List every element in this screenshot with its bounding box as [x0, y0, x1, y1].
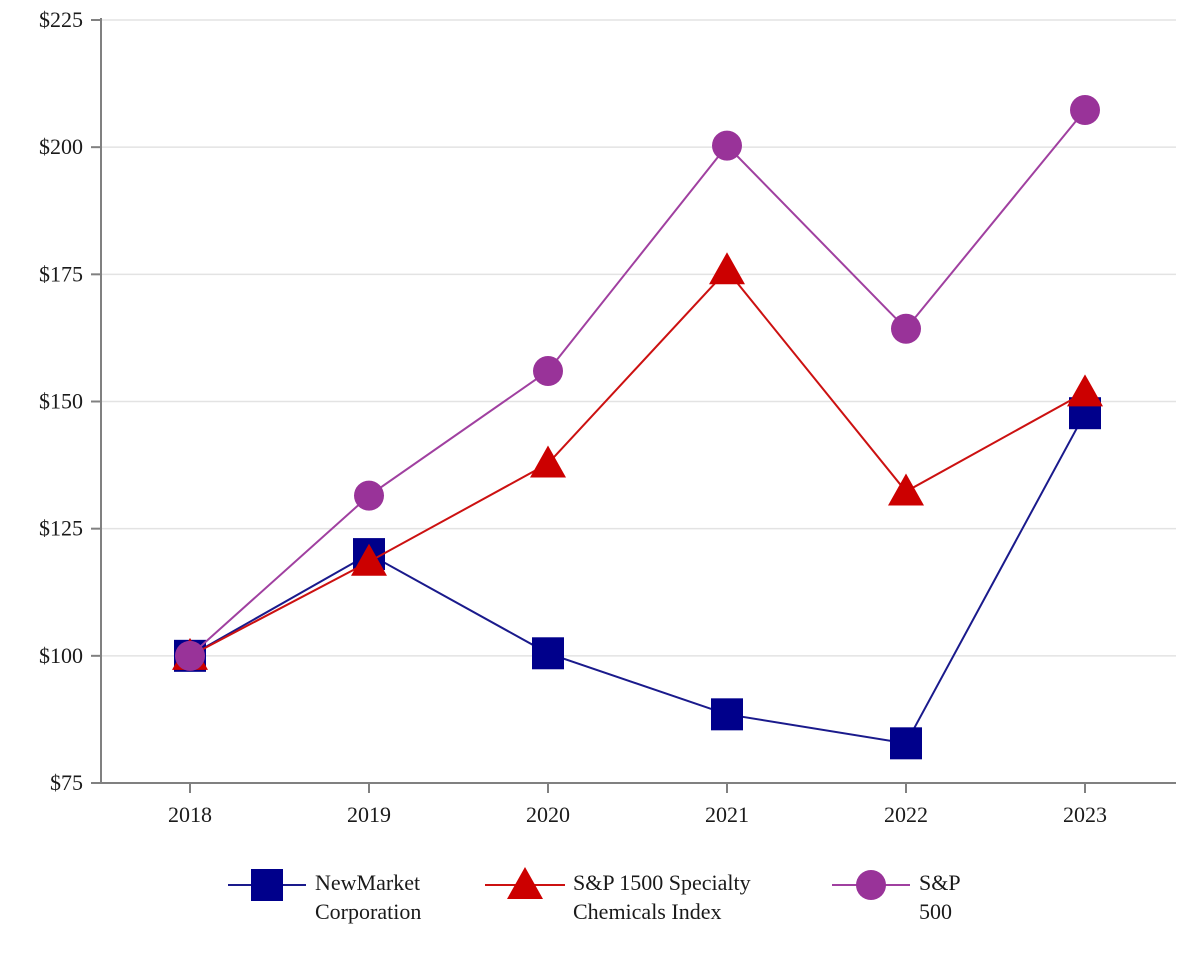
x-axis-ticks: 2018 2019 2020 2021 2022 2023: [168, 783, 1107, 827]
triangle-point: [888, 473, 924, 506]
y-tick-label: $100: [39, 643, 83, 668]
legend-item: S&P 1500 Specialty Chemicals Index: [485, 867, 751, 924]
triangle-point: [351, 543, 387, 576]
series-1: [172, 252, 1103, 670]
legend-label: 500: [919, 899, 952, 924]
x-tick-label: 2019: [347, 802, 391, 827]
triangle-point: [709, 252, 745, 285]
square-point: [711, 698, 743, 731]
legend-label: Corporation: [315, 899, 421, 924]
y-tick-label: $75: [50, 770, 83, 795]
square-point: [890, 727, 922, 760]
x-tick-label: 2018: [168, 802, 212, 827]
legend-label: Chemicals Index: [573, 899, 721, 924]
series-2: [175, 95, 1100, 671]
legend: NewMarket Corporation S&P 1500 Specialty Ch…: [228, 867, 961, 924]
circle-point: [1070, 95, 1100, 126]
series-line: [189, 268, 1086, 657]
square-point: [532, 637, 564, 670]
y-tick-label: $125: [39, 516, 83, 541]
series-0: [174, 397, 1101, 760]
y-tick-label: $175: [39, 261, 83, 286]
x-tick-label: 2022: [884, 802, 928, 827]
legend-item: NewMarket Corporation: [228, 869, 421, 924]
circle-point: [175, 640, 205, 671]
series-layer: [172, 95, 1103, 760]
legend-square-marker: [251, 869, 283, 901]
gridlines: [101, 19, 1176, 657]
y-tick-label: $225: [39, 7, 83, 32]
x-tick-label: 2021: [705, 802, 749, 827]
legend-circle-marker: [856, 870, 886, 900]
circle-point: [533, 355, 563, 386]
legend-item: S&P 500: [832, 870, 961, 924]
legend-triangle-marker: [507, 867, 543, 899]
y-axis-ticks: $75 $100 $125 $150 $175 $200 $225: [39, 7, 101, 795]
y-tick-label: $150: [39, 389, 83, 414]
legend-label: S&P 1500 Specialty: [573, 870, 751, 895]
triangle-point: [1067, 374, 1103, 407]
series-line: [189, 412, 1086, 745]
circle-point: [354, 480, 384, 511]
circle-point: [712, 130, 742, 161]
legend-label: S&P: [919, 870, 961, 895]
circle-point: [891, 313, 921, 344]
x-tick-label: 2020: [526, 802, 570, 827]
series-line: [189, 109, 1086, 657]
x-tick-label: 2023: [1063, 802, 1107, 827]
y-tick-label: $200: [39, 134, 83, 159]
triangle-point: [530, 445, 566, 478]
legend-label: NewMarket: [315, 870, 420, 895]
